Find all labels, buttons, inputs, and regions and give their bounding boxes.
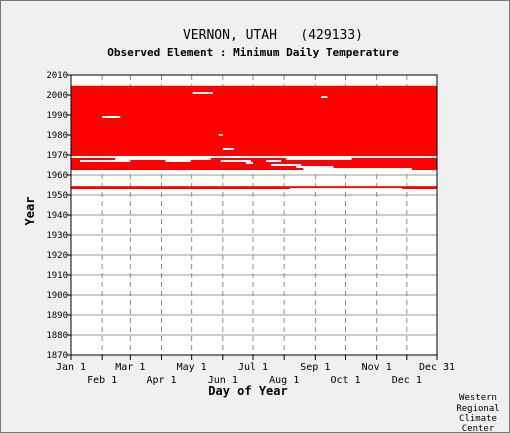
x-tick-label: Jul 1 (238, 362, 268, 373)
missing-segment (71, 156, 437, 158)
y-axis-label: Year (23, 197, 37, 226)
x-tick-label: Mar 1 (115, 362, 145, 373)
observation-block (71, 85, 437, 170)
missing-segment (296, 166, 334, 168)
x-tick-label: Feb 1 (87, 375, 117, 386)
chart-subtitle: Observed Element : Minimum Daily Tempera… (107, 46, 399, 59)
missing-segment (303, 168, 412, 170)
observation-cells (71, 85, 437, 189)
missing-segment (165, 160, 191, 162)
y-tick-label: 1920 (46, 251, 68, 261)
x-tick-label: Aug 1 (269, 375, 299, 386)
x-tick-label: Oct 1 (330, 375, 360, 386)
missing-segment (271, 164, 302, 166)
chart-title: VERNON, UTAH (429133) (183, 28, 363, 43)
y-tick-label: 1870 (46, 351, 68, 361)
y-tick-label: 1990 (46, 111, 68, 121)
credit-line: Western (459, 393, 497, 403)
missing-segment (286, 158, 352, 160)
credit-line: Climate (459, 414, 497, 424)
x-tick-label: Dec 1 (392, 375, 422, 386)
x-tick-label: Sep 1 (300, 362, 330, 373)
x-tick-label: Dec 31 (419, 362, 455, 373)
observation-block (71, 186, 437, 189)
missing-segment (220, 160, 251, 162)
y-tick-label: 1950 (46, 191, 68, 201)
missing-segment (222, 148, 234, 150)
x-axis-label: Day of Year (208, 384, 287, 398)
y-tick-label: 2000 (46, 91, 68, 101)
y-tick-label: 1980 (46, 131, 68, 141)
x-tick-label: May 1 (177, 362, 207, 373)
missing-segment (266, 160, 282, 162)
y-tick-label: 1930 (46, 231, 68, 241)
missing-segments (71, 92, 437, 190)
missing-segment (102, 116, 121, 118)
missing-segment (321, 96, 328, 98)
y-tick-label: 1890 (46, 311, 68, 321)
credit-line: Regional (456, 404, 499, 414)
credit-line: Center (462, 424, 495, 432)
missing-segment (218, 134, 223, 136)
missing-segment (192, 92, 213, 94)
x-tick-label: Nov 1 (362, 362, 392, 373)
credit-text: Western Regional Climate Center (456, 393, 499, 432)
y-tick-label: 1910 (46, 271, 68, 281)
missing-segment (80, 160, 131, 162)
x-tick-label: Jan 1 (56, 362, 86, 373)
y-tick-label: 1960 (46, 171, 68, 181)
missing-segment (245, 162, 253, 164)
missing-segment (290, 188, 402, 190)
y-tick-label: 1880 (46, 331, 68, 341)
y-tick-label: 1900 (46, 291, 68, 301)
missing-segment (115, 158, 211, 160)
axis-ticks: 1870 1880 1890 1900 1910 1920 1930 1940 1950 1960… (46, 71, 455, 386)
x-tick-label: Jun 1 (208, 375, 238, 386)
y-tick-label: 1940 (46, 211, 68, 221)
y-tick-label: 1970 (46, 151, 68, 161)
x-tick-label: Apr 1 (146, 375, 176, 386)
y-tick-label: 2010 (46, 71, 68, 81)
